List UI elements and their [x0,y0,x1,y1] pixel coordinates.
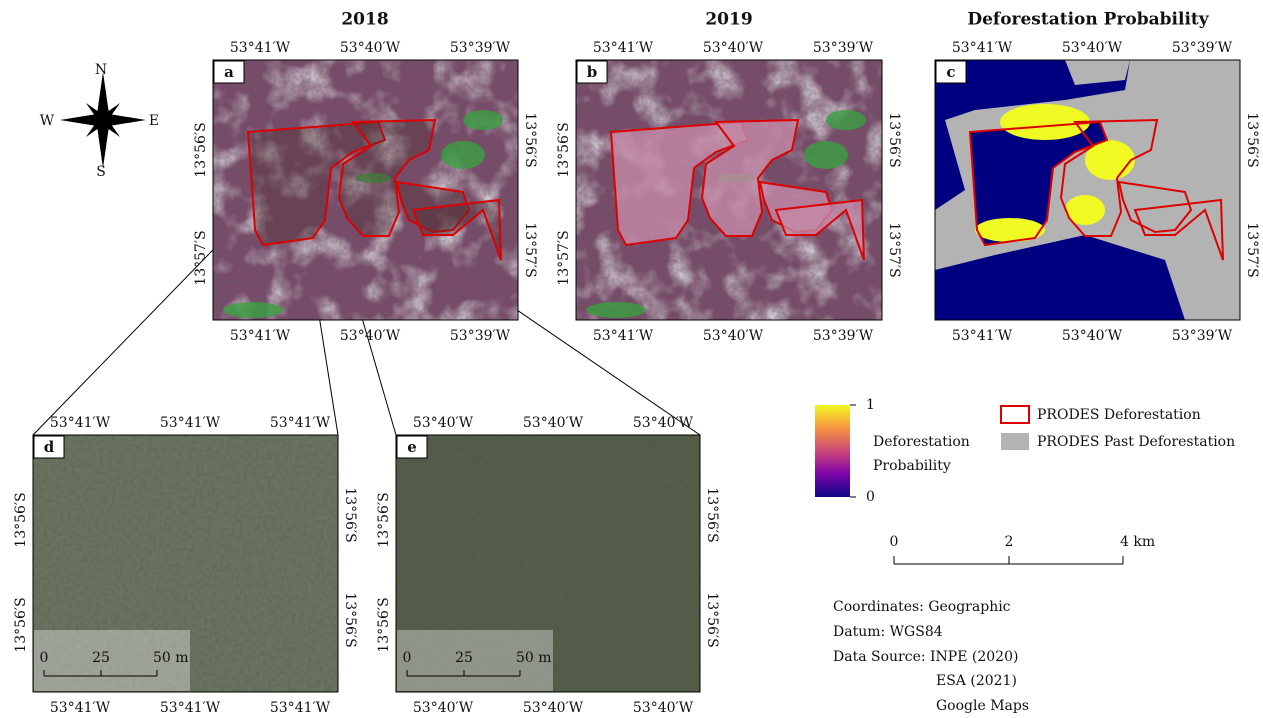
panel-letter: b [587,63,598,81]
note: Google Maps [936,698,1029,714]
lon-label: 53°40′W [413,700,474,716]
panel-title: 2018 [341,10,388,30]
lon-label: 53°39′W [450,40,511,56]
lon-label: 53°41′W [50,415,111,431]
scale-label: 50 m [153,650,189,666]
colorbar-tick-label: 0 [866,489,875,505]
scalebar-label: 4 km [1120,534,1155,550]
lat-label: 13°56′S [376,492,392,547]
lon-label: 53°39′W [450,328,511,344]
colorbar-label: Deforestation [873,434,970,450]
lon-label: 53°40′W [413,415,474,431]
scalebar [894,556,1123,564]
compass-s: S [96,164,106,180]
lat-label: 13°57′S [556,230,572,285]
lon-label: 53°41′W [160,415,221,431]
lat-label: 13°56′S [704,487,720,542]
lon-label: 53°40′W [703,40,764,56]
lon-label: 53°40′W [1062,328,1123,344]
panel-title: 2019 [705,10,752,30]
lat-label: 13°56′S [522,112,538,167]
lat-label: 13°56′S [13,597,29,652]
scale-label: 50 m [516,650,552,666]
lon-label: 53°40′W [633,700,694,716]
vegetation [441,141,485,169]
scale-label: 0 [403,650,412,666]
vegetation [463,110,503,130]
panel-letter: c [946,63,955,81]
lon-label: 53°41′W [952,328,1013,344]
lon-label: 53°39′W [813,328,874,344]
vegetation [826,110,866,130]
map-panel: e 53°40′W 53°40′W 53°40′W 53°40′W 53°40′W 53°4… [376,415,720,716]
panel-letter: e [407,438,417,456]
note: Datum: WGS84 [833,624,943,640]
lon-label: 53°41′W [593,328,654,344]
note: ESA (2021) [936,673,1017,689]
lon-label: 53°41′W [952,40,1013,56]
colorbar-label: Probability [873,458,951,474]
legend-swatch [1001,406,1029,423]
lat-label: 13°57′S [1244,222,1260,277]
compass: N E S W [40,62,159,180]
lon-label: 53°40′W [703,328,764,344]
vegetation [586,302,646,318]
compass-e: E [149,113,159,129]
legend-label: PRODES Past Deforestation [1037,434,1235,450]
legend-swatch [1001,433,1029,450]
figure: N E S W 2018 2019 Deforestation Probabil… [0,0,1263,718]
lon-label: 53°41′W [50,700,111,716]
lat-label: 13°56′S [342,592,358,647]
compass-n: N [95,62,107,78]
map-panel: d 53°41′W 53°41′W 53°41′W 53°41′W 53°41′W 53°4… [13,415,358,716]
lat-label: 13°56′S [376,597,392,652]
vegetation [804,141,848,169]
legend-label: PRODES Deforestation [1037,407,1201,423]
lat-label: 13°57′S [522,222,538,277]
colorbar-tick-label: 1 [866,397,875,413]
map-panel: c 53°41′W 53°40′W 53°39′W 53°41′W 53°40′W 53°3… [935,40,1260,344]
lon-label: 53°41′W [270,700,331,716]
lat-label: 13°56′S [1244,112,1260,167]
lon-label: 53°41′W [230,328,291,344]
lon-label: 53°40′W [523,700,584,716]
scalebar-label: 0 [890,534,899,550]
lon-label: 53°39′W [1172,40,1233,56]
lon-label: 53°40′W [1062,40,1123,56]
lon-label: 53°41′W [593,40,654,56]
lat-label: 13°56′S [342,487,358,542]
map-panel: a 53°41′W 53°40′W 53°39′W 53°41′W 53°40′W 53°3… [193,40,538,344]
lat-label: 13°56′S [886,112,902,167]
scalebar-label: 2 [1005,534,1014,550]
panel-letter: d [44,438,55,456]
scale-label: 25 [455,650,473,666]
compass-w: W [40,113,55,129]
lon-label: 53°40′W [523,415,584,431]
lon-label: 53°40′W [633,415,694,431]
scale-label: 0 [40,650,49,666]
lat-label: 13°56′S [193,122,209,177]
vegetation [223,302,283,318]
note: Data Source: INPE (2020) [833,649,1018,665]
scale-label: 25 [92,650,110,666]
panel-title: Deforestation Probability [967,10,1209,30]
map-panel: b 53°41′W 53°40′W 53°39′W 53°41′W 53°40′W 53°3… [556,40,902,344]
lon-label: 53°41′W [160,700,221,716]
colorbar [815,405,850,497]
lon-label: 53°39′W [813,40,874,56]
lat-label: 13°57′S [886,222,902,277]
lon-label: 53°40′W [340,40,401,56]
note: Coordinates: Geographic [833,599,1011,615]
lon-label: 53°41′W [230,40,291,56]
lon-label: 53°39′W [1172,328,1233,344]
lat-label: 13°56′S [704,592,720,647]
lat-label: 13°57′S [193,230,209,285]
lat-label: 13°56′S [556,122,572,177]
lon-label: 53°40′W [340,328,401,344]
panel-letter: a [224,63,234,81]
lon-label: 53°41′W [270,415,331,431]
lat-label: 13°56′S [13,492,29,547]
